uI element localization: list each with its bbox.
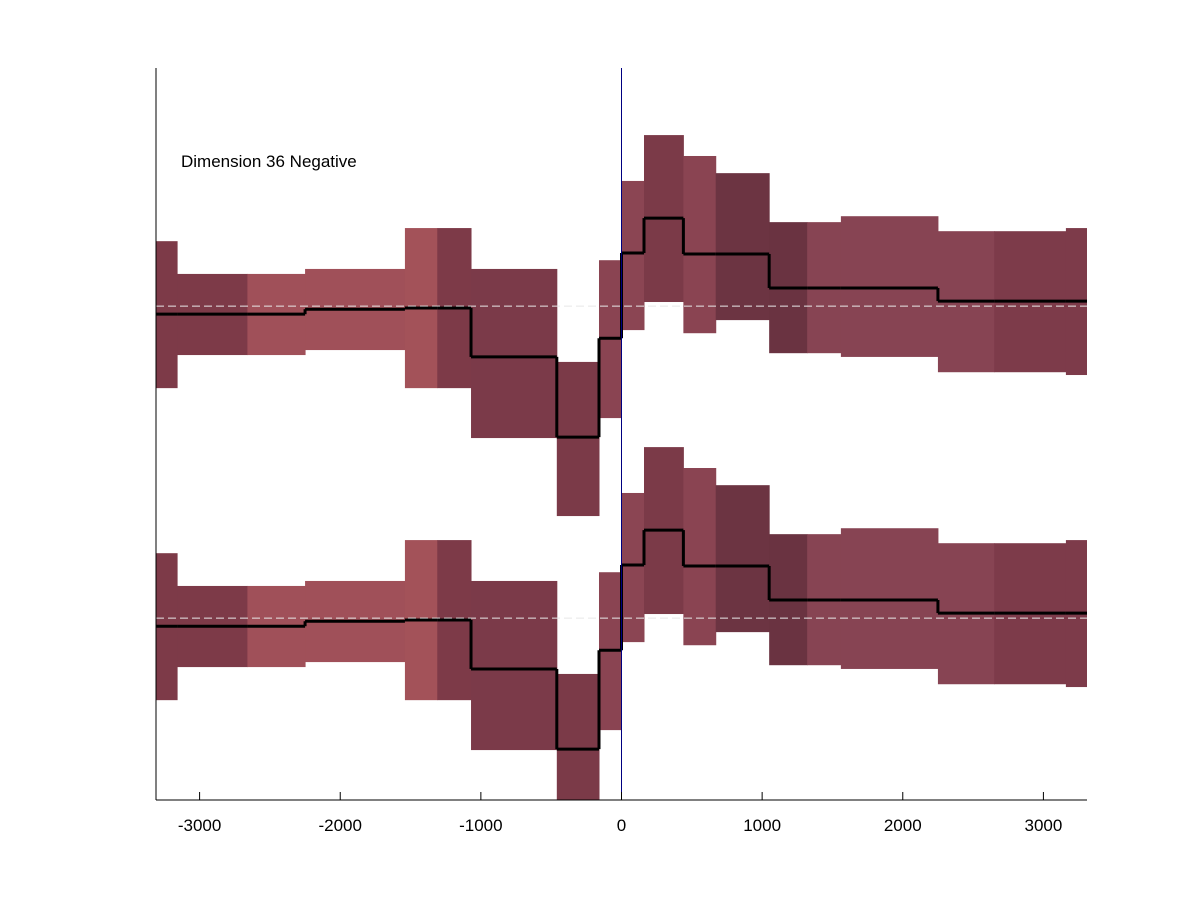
x-tick-label: 0: [617, 816, 626, 835]
band: [556, 361, 600, 517]
x-tick-label: -2000: [318, 816, 361, 835]
annotation: Dimension 36 Negative: [181, 152, 357, 171]
band: [621, 492, 645, 643]
band: [556, 673, 600, 800]
band: [715, 173, 770, 321]
x-tick-label: -1000: [459, 816, 502, 835]
plot-area: [156, 135, 1087, 800]
band: [471, 268, 558, 439]
band: [621, 180, 645, 331]
x-tick-label: 2000: [884, 816, 922, 835]
band: [683, 468, 717, 646]
x-tick-label: 3000: [1024, 816, 1062, 835]
band: [471, 580, 558, 751]
band: [715, 485, 770, 633]
band: [683, 155, 717, 334]
x-tick-label: -3000: [178, 816, 221, 835]
x-tick-label: 1000: [743, 816, 781, 835]
